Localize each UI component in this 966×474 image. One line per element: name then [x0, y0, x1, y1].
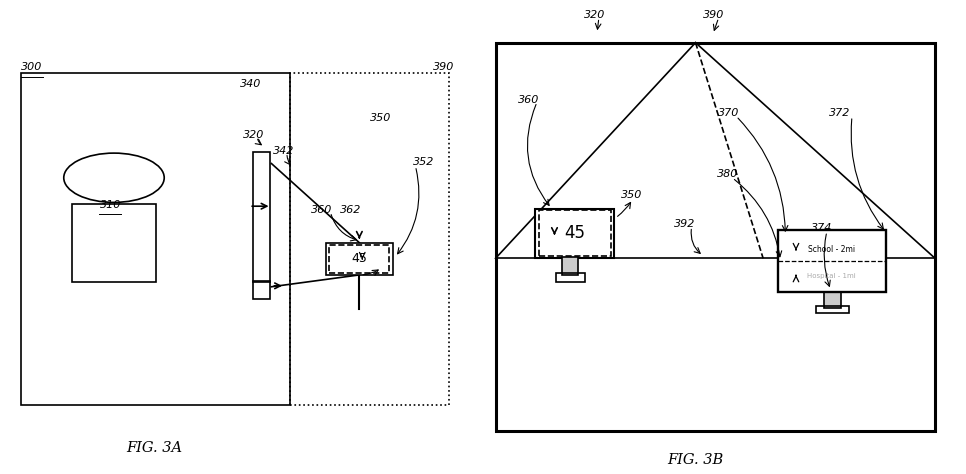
- Bar: [496, 43, 935, 431]
- Bar: [326, 243, 393, 275]
- Bar: [562, 257, 578, 275]
- Text: 380: 380: [717, 169, 738, 180]
- Text: 320: 320: [243, 130, 265, 140]
- Text: FIG. 3B: FIG. 3B: [668, 453, 724, 467]
- Text: 360: 360: [311, 204, 332, 215]
- Text: 390: 390: [433, 62, 454, 73]
- Text: 45: 45: [564, 224, 585, 242]
- Bar: [778, 230, 886, 292]
- Text: 45: 45: [352, 252, 367, 265]
- Bar: [556, 273, 585, 282]
- Bar: [21, 73, 290, 405]
- Bar: [562, 257, 578, 275]
- Bar: [824, 256, 841, 308]
- Text: 340: 340: [240, 79, 261, 90]
- Bar: [329, 245, 389, 273]
- Text: 352: 352: [413, 157, 435, 167]
- Text: School - 2mi: School - 2mi: [809, 246, 855, 254]
- Text: 390: 390: [703, 10, 724, 20]
- Text: 372: 372: [829, 108, 850, 118]
- Bar: [253, 152, 270, 282]
- Bar: [535, 209, 614, 258]
- Text: 300: 300: [21, 62, 43, 73]
- Bar: [824, 256, 841, 308]
- Text: FIG. 3A: FIG. 3A: [127, 441, 183, 455]
- Text: 360: 360: [518, 94, 539, 105]
- Bar: [253, 281, 270, 299]
- Text: 342: 342: [273, 146, 295, 156]
- Bar: [72, 204, 156, 282]
- Text: Hospital - 1mi: Hospital - 1mi: [808, 273, 856, 279]
- Bar: [816, 306, 849, 313]
- Text: 362: 362: [340, 204, 361, 215]
- Text: 310: 310: [99, 200, 121, 210]
- Text: 370: 370: [718, 108, 739, 118]
- Bar: [290, 73, 449, 405]
- Text: 320: 320: [584, 10, 606, 20]
- Text: 392: 392: [674, 219, 696, 229]
- Text: 350: 350: [370, 112, 391, 123]
- Text: 374: 374: [811, 223, 833, 234]
- Bar: [539, 210, 611, 256]
- Text: 350: 350: [621, 190, 642, 201]
